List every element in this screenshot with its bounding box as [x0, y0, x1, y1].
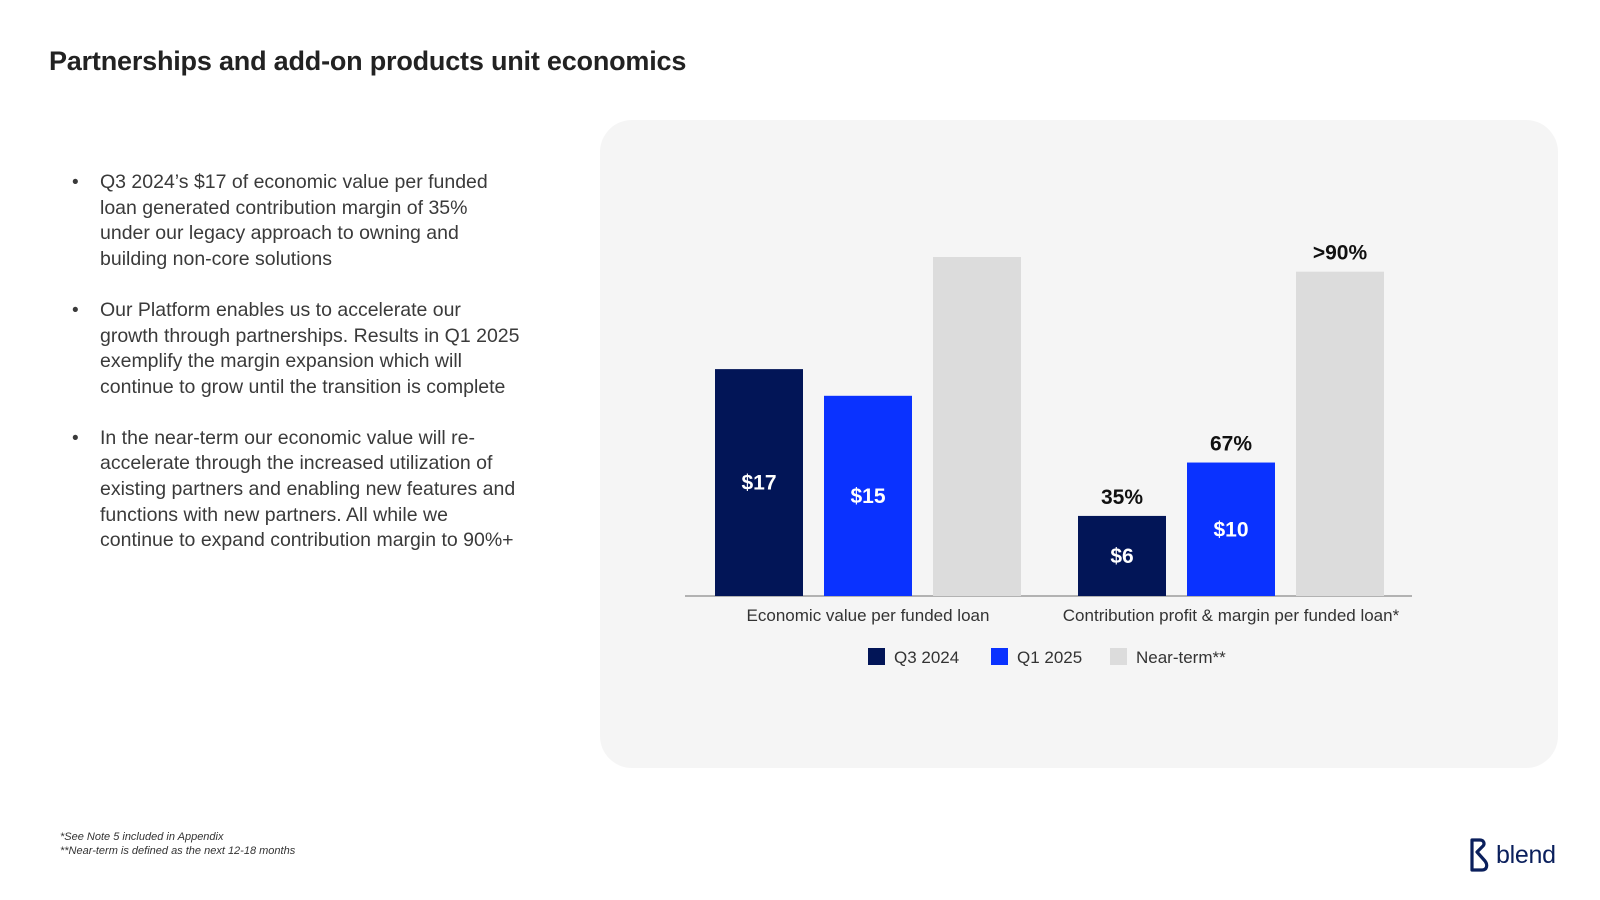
- legend-label: Near-term**: [1136, 648, 1226, 667]
- page-title: Partnerships and add-on products unit ec…: [49, 46, 687, 76]
- bullet-item: • Our Platform enables us to accelerate o…: [70, 298, 520, 401]
- bar-value-label: $15: [850, 485, 885, 508]
- footnote: **Near-term is defined as the next 12-18…: [60, 845, 296, 857]
- legend-label: Q3 2024: [894, 648, 959, 667]
- bar-value-label: $17: [741, 472, 776, 495]
- legend-swatch: [868, 648, 885, 665]
- footnotes: *See Note 5 included in Appendix **Near-…: [60, 830, 295, 858]
- chart-panel: $17 $15 Economic value per funded loan $6 35…: [600, 120, 1558, 768]
- bar-top-label: >90%: [1313, 242, 1368, 265]
- bar: [824, 395, 912, 596]
- legend-swatch: [991, 648, 1008, 665]
- legend-swatch: [1110, 648, 1127, 665]
- bar: [1187, 462, 1275, 596]
- bullet-dot-icon: •: [72, 172, 79, 193]
- category-label: Economic value per funded loan: [747, 606, 990, 625]
- bar: [1078, 515, 1166, 596]
- bar: [715, 369, 803, 596]
- blend-logo-icon: [1470, 838, 1489, 872]
- bar-top-label: 35%: [1101, 486, 1143, 509]
- bar-chart: $17 $15 Economic value per funded loan $6 35…: [685, 242, 1412, 667]
- bullet-item: • Q3 2024’s $17 of economic value per fun…: [70, 170, 520, 273]
- bar: [933, 257, 1021, 596]
- category-label: Contribution profit & margin per funded …: [1063, 606, 1400, 625]
- bullet-item: • In the near-term our economic value wil…: [70, 426, 520, 555]
- logo-text: blend: [1496, 840, 1556, 869]
- bullet-dot-icon: •: [72, 427, 79, 449]
- brand-logo: blend: [1468, 838, 1556, 872]
- bar-value-label: $10: [1213, 518, 1248, 541]
- bullet-text: Q3 2024’s $17 of economic value per fund…: [100, 171, 488, 271]
- bullet-dot-icon: •: [72, 299, 79, 321]
- bullet-text: In the near-term our economic value will…: [100, 426, 516, 552]
- footnote: *See Note 5 included in Appendix: [60, 831, 224, 843]
- bar: [1296, 271, 1384, 596]
- bar-value-label: $6: [1110, 545, 1133, 568]
- bullet-text: Our Platform enables us to accelerate ou…: [100, 298, 520, 398]
- bar-top-label: 67%: [1210, 433, 1252, 456]
- legend-label: Q1 2025: [1017, 648, 1082, 667]
- bullet-list: • Q3 2024’s $17 of economic value per fun…: [70, 170, 520, 579]
